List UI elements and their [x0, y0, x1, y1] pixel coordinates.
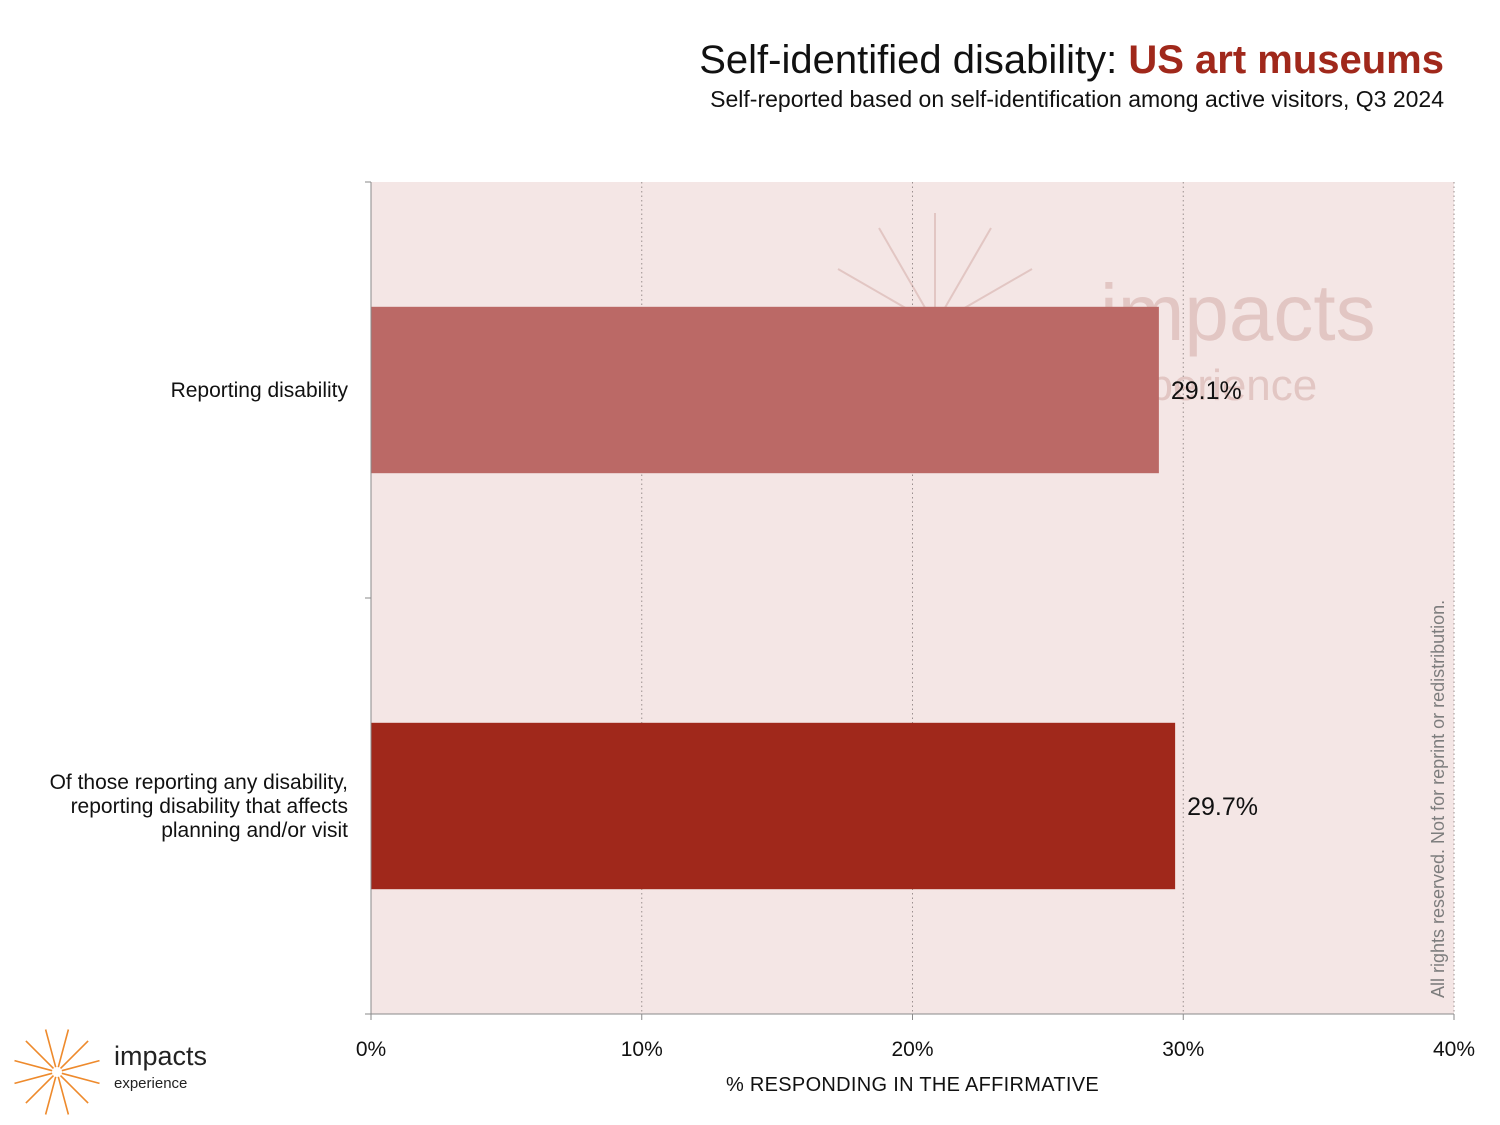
- watermark-ray: [941, 227, 992, 314]
- logo-subtext: experience: [114, 1075, 188, 1092]
- logo-ray: [61, 1059, 100, 1072]
- logo-ray: [61, 1072, 100, 1085]
- value-label: 29.1%: [1171, 377, 1242, 405]
- x-tick-label: 20%: [891, 1038, 933, 1061]
- axes: [365, 181, 1455, 1020]
- chart-title-highlight: US art museums: [1128, 38, 1444, 82]
- bars: [371, 306, 1176, 890]
- value-label: 29.7%: [1187, 793, 1258, 821]
- chart-title-main: Self-identified disability:: [699, 38, 1129, 82]
- labels: 0% 10% 20% 30% 40% 29.1% Reporting disability 2…: [50, 377, 1475, 1096]
- x-tick-label: 30%: [1162, 1038, 1204, 1061]
- copyright-notice: All rights reserved. Not for reprint or …: [1428, 600, 1448, 998]
- category-label: Of those reporting any disability, report…: [50, 771, 349, 842]
- logo-ray: [25, 1040, 55, 1070]
- chart-title: Self-identified disability: US art museu…: [699, 38, 1444, 83]
- bar: [371, 306, 1159, 474]
- logo-ray: [25, 1074, 55, 1104]
- x-tick-label: 10%: [621, 1038, 663, 1061]
- bar: [371, 722, 1176, 890]
- category-label: Reporting disability: [171, 379, 349, 402]
- x-tick-label: 40%: [1433, 1038, 1475, 1061]
- logo-ray: [59, 1040, 89, 1070]
- logo-ray: [44, 1076, 57, 1115]
- chart-subtitle: Self-reported based on self-identificati…: [710, 86, 1444, 112]
- logo-ray: [14, 1059, 53, 1072]
- logo-ray: [57, 1029, 70, 1068]
- x-axis-title: % RESPONDING IN THE AFFIRMATIVE: [726, 1074, 1099, 1096]
- sunburst-icon: [14, 1029, 100, 1115]
- logo-ray: [59, 1074, 89, 1104]
- logo-ray: [14, 1072, 53, 1085]
- logo-ray: [57, 1076, 70, 1115]
- x-tick-label: 0%: [356, 1038, 386, 1061]
- logo-wordmark: impacts: [114, 1041, 208, 1071]
- watermark-ray: [878, 227, 929, 314]
- logo-ray: [44, 1029, 57, 1068]
